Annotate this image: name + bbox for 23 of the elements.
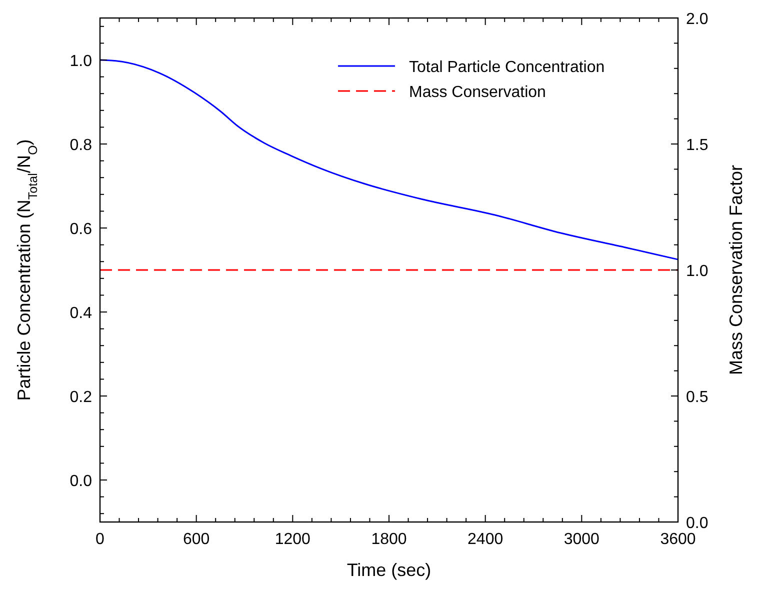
y-tick-label: 0.2 bbox=[70, 389, 92, 406]
x-tick-label: 1800 bbox=[371, 531, 407, 548]
x-tick-label: 3000 bbox=[564, 531, 600, 548]
y-tick-label: 0.6 bbox=[70, 221, 92, 238]
y2-tick-label: 0.5 bbox=[686, 389, 708, 406]
x-tick-label: 3600 bbox=[660, 531, 696, 548]
legend-label: Total Particle Concentration bbox=[409, 59, 605, 76]
y-tick-label: 1.0 bbox=[70, 53, 92, 70]
x-tick-label: 600 bbox=[182, 531, 210, 548]
y-tick-label: 0.0 bbox=[70, 473, 92, 490]
line-series bbox=[99, 59, 679, 260]
y2-tick-label: 2.0 bbox=[686, 11, 708, 28]
y2-tick-label: 0.0 bbox=[686, 515, 708, 532]
y2-tick-label: 1.0 bbox=[686, 263, 708, 280]
y-tick-label: 0.8 bbox=[70, 137, 92, 154]
y2-axis-title: Mass Conservation Factor bbox=[726, 164, 746, 376]
x-tick-label: 1200 bbox=[274, 531, 311, 548]
y2-tick-label: 1.5 bbox=[686, 137, 708, 154]
legend-label: Mass Conservation bbox=[409, 84, 546, 101]
x-tick-label: 2400 bbox=[468, 531, 504, 548]
x-tick-label: 0 bbox=[96, 531, 105, 548]
y-tick-label: 0.4 bbox=[70, 305, 92, 322]
x-axis-title: Time (sec) bbox=[346, 560, 432, 580]
